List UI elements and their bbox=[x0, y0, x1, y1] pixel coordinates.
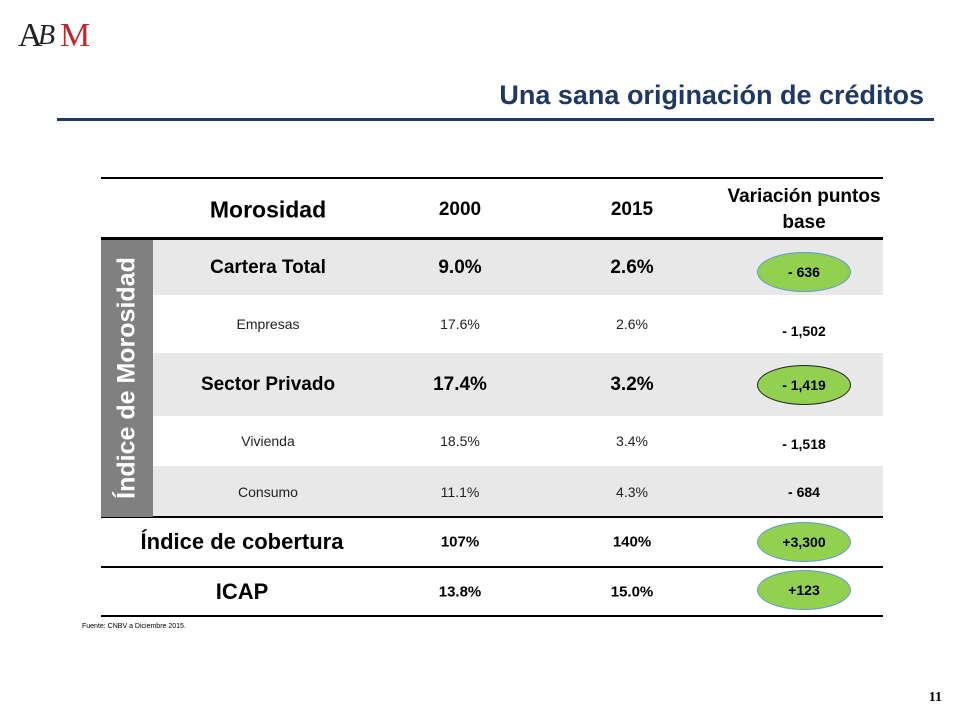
value-2015: 2.6% bbox=[610, 257, 654, 278]
value-2015: 140% bbox=[612, 533, 652, 551]
header-year-2000: 2000 bbox=[438, 199, 482, 220]
value-2000: 107% bbox=[440, 533, 480, 551]
table-header-rule bbox=[101, 237, 883, 240]
variation-highlight: +3,300 bbox=[757, 522, 851, 562]
table-rule-cobertura bbox=[101, 516, 883, 518]
row-band bbox=[153, 466, 883, 516]
table-top-rule bbox=[101, 177, 883, 179]
value-2000: 17.4% bbox=[433, 374, 487, 395]
variation-highlight: - 1,419 bbox=[757, 365, 851, 405]
value-2000: 9.0% bbox=[438, 257, 482, 278]
page-number: 11 bbox=[928, 690, 942, 705]
variation-value: - 636 bbox=[788, 264, 820, 280]
table-bottom-rule bbox=[101, 615, 883, 617]
svg-text:B: B bbox=[38, 20, 55, 51]
source-note: Fuente: CNBV a Diciembre 2015. bbox=[82, 623, 186, 630]
row-label: Empresas bbox=[236, 316, 300, 332]
variation-highlight: - 636 bbox=[757, 252, 851, 292]
variation-value: - 684 bbox=[788, 484, 820, 500]
row-label: ICAP bbox=[215, 579, 269, 604]
row-label: Consumo bbox=[238, 484, 298, 500]
svg-text:M: M bbox=[60, 17, 90, 54]
value-2000: 11.1% bbox=[440, 484, 480, 500]
svg-text:A: A bbox=[18, 17, 43, 54]
title-rule bbox=[57, 118, 934, 121]
value-2015: 3.4% bbox=[616, 433, 648, 449]
row-label: Cartera Total bbox=[210, 257, 326, 278]
value-2015: 15.0% bbox=[610, 583, 654, 601]
value-2000: 18.5% bbox=[440, 433, 480, 449]
header-morosidad: Morosidad bbox=[209, 196, 327, 223]
variation-value: - 1,518 bbox=[782, 436, 826, 452]
row-label: Índice de cobertura bbox=[140, 529, 344, 554]
row-label: Vivienda bbox=[241, 433, 295, 449]
variation-value: +123 bbox=[788, 582, 820, 598]
variation-value: +3,300 bbox=[782, 534, 826, 550]
table-rule-icap bbox=[101, 566, 883, 568]
variation-value: - 1,419 bbox=[782, 377, 826, 393]
value-2015: 3.2% bbox=[610, 374, 654, 395]
value-2000: 13.8% bbox=[438, 583, 482, 601]
side-label: Índice de Morosidad bbox=[112, 257, 141, 499]
abm-logo: A B M bbox=[18, 17, 90, 54]
header-year-2015: 2015 bbox=[610, 199, 654, 220]
page-title: Una sana originación de créditos bbox=[499, 80, 924, 110]
variation-highlight: +123 bbox=[757, 570, 851, 610]
value-2015: 4.3% bbox=[616, 484, 648, 500]
variation-value: - 1,502 bbox=[782, 323, 826, 339]
value-2015: 2.6% bbox=[616, 316, 648, 332]
header-variation: Variación puntos base bbox=[727, 186, 881, 233]
side-label-box bbox=[101, 240, 153, 517]
row-label: Sector Privado bbox=[200, 374, 336, 395]
value-2000: 17.6% bbox=[440, 316, 480, 332]
